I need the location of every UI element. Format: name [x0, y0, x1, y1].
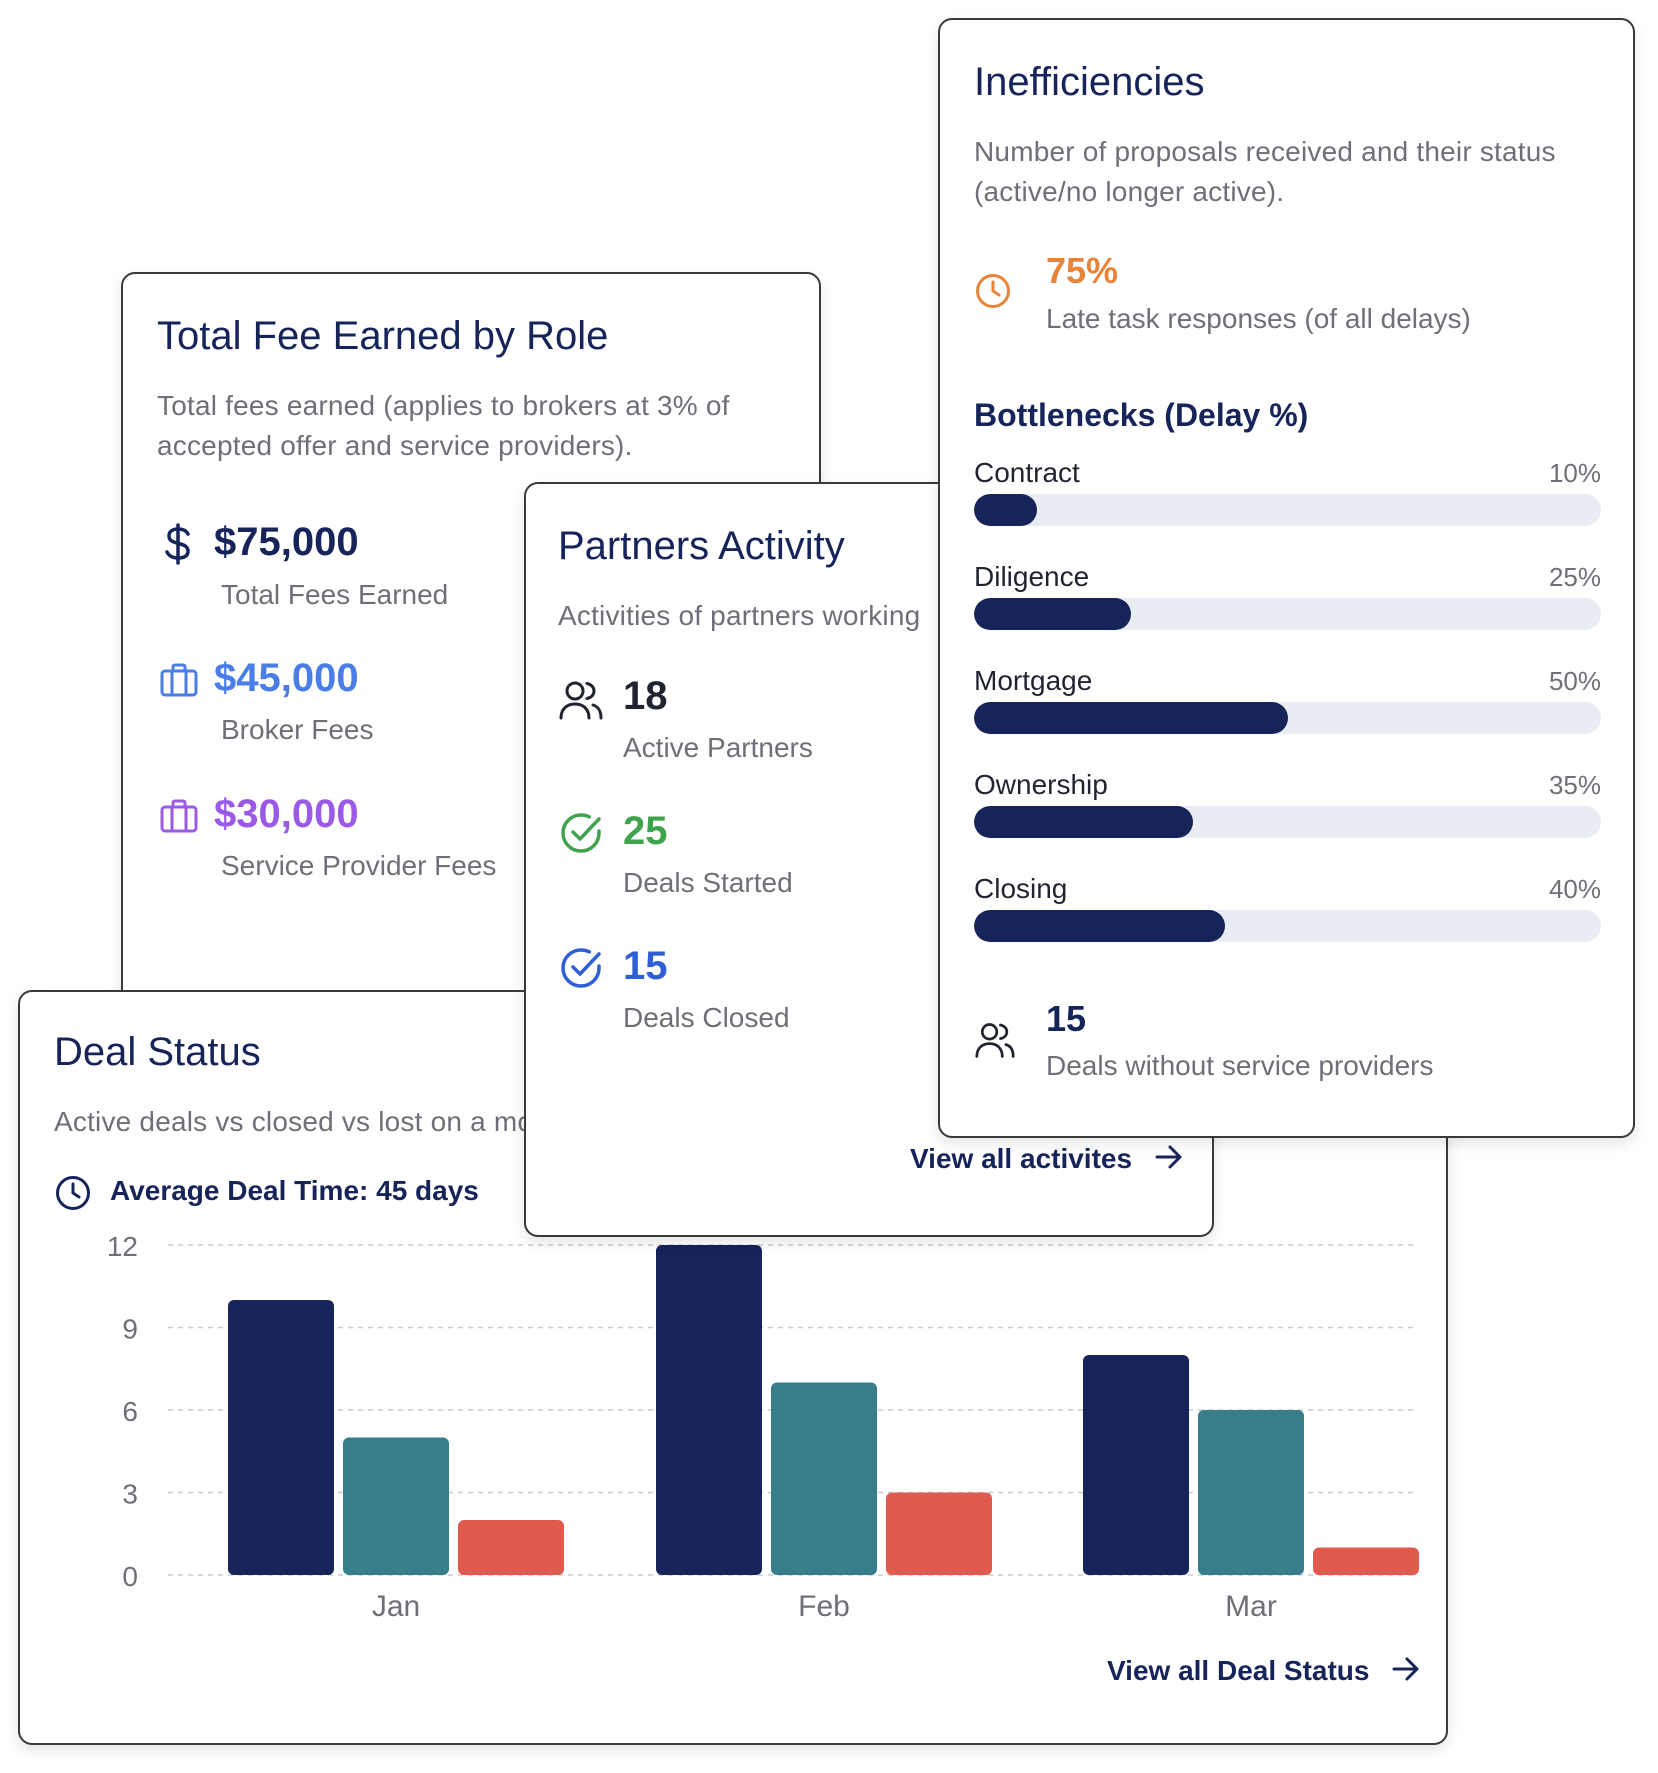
briefcase-icon: [159, 662, 199, 703]
late-responses-value: 75%: [1046, 250, 1119, 291]
bottleneck-bar-fill: [974, 806, 1194, 838]
bottleneck-label: Mortgage: [974, 665, 1093, 696]
bottleneck-label: Contract: [974, 457, 1080, 488]
bottleneck-bar-track: [974, 702, 1601, 734]
clock-icon: [54, 1174, 92, 1217]
bottleneck-value: 35%: [1548, 770, 1601, 800]
bottleneck-bar-fill: [974, 910, 1225, 942]
chart-bar: [886, 1492, 992, 1575]
chart-bar: [1198, 1410, 1304, 1575]
y-tick-label: 3: [122, 1479, 138, 1510]
deals-started-label: Deals Started: [623, 867, 793, 898]
chart-bar: [1313, 1547, 1419, 1575]
deals-without-providers-value: 15: [1046, 998, 1087, 1039]
broker-fees-label: Broker Fees: [221, 714, 374, 745]
chart-bar: [1083, 1355, 1189, 1575]
x-tick-label: Feb: [798, 1590, 850, 1623]
active-partners-label: Active Partners: [623, 732, 813, 763]
y-tick-label: 12: [107, 1231, 138, 1262]
chart-bar: [656, 1245, 762, 1575]
total-fees-value: $75,000: [214, 520, 359, 564]
bottlenecks-title: Bottlenecks (Delay %): [974, 397, 1309, 433]
card-subtitle: Active deals vs closed vs lost on a mo: [54, 1106, 534, 1137]
late-responses-label: Late task responses (of all delays): [1046, 303, 1471, 334]
service-provider-fees-label: Service Provider Fees: [221, 850, 497, 881]
deals-started-value: 25: [623, 809, 668, 853]
link-label: View all activites: [910, 1143, 1133, 1174]
bottleneck-bar-track: [974, 598, 1601, 630]
view-all-deal-status-link[interactable]: View all Deal Status: [1107, 1655, 1421, 1689]
x-tick-label: Jan: [372, 1590, 420, 1623]
bottleneck-value: 10%: [1548, 458, 1601, 488]
card-title: Deal Status: [54, 1030, 261, 1074]
service-provider-fees-value: $30,000: [214, 792, 359, 836]
link-label: View all Deal Status: [1107, 1655, 1370, 1686]
bottleneck-bar-fill: [974, 598, 1131, 630]
users-icon: [558, 678, 604, 727]
chart-bar: [228, 1300, 334, 1575]
bottleneck-value: 50%: [1548, 666, 1601, 696]
bottleneck-bar-fill: [974, 702, 1288, 734]
arrow-right-icon: [1391, 1656, 1421, 1689]
bottleneck-label: Diligence: [974, 561, 1090, 592]
chart-bar: [771, 1382, 877, 1575]
dollar-icon: [161, 522, 195, 571]
arrow-right-icon: [1154, 1144, 1184, 1177]
users-icon: [974, 1020, 1016, 1065]
card-subtitle: Activities of partners working: [558, 600, 921, 631]
total-fees-label: Total Fees Earned: [221, 579, 449, 610]
deals-closed-value: 15: [623, 944, 668, 988]
view-all-activities-link[interactable]: View all activites: [910, 1143, 1184, 1177]
bottleneck-bar-fill: [974, 494, 1037, 526]
y-tick-label: 0: [122, 1561, 138, 1592]
bottleneck-value: 25%: [1548, 562, 1601, 592]
card-subtitle: Total fees earned (applies to brokers at…: [157, 390, 730, 461]
deal-status-chart: 0 3 6 9 12 Jan Feb Mar: [107, 1231, 1419, 1623]
y-tick-label: 9: [122, 1314, 138, 1345]
bottleneck-bar-track: [974, 910, 1601, 942]
deals-closed-label: Deals Closed: [623, 1002, 790, 1033]
check-circle-icon: [558, 810, 604, 861]
bottleneck-bar-track: [974, 806, 1601, 838]
y-tick-label: 6: [122, 1396, 138, 1427]
clock-icon: [974, 272, 1012, 315]
bottleneck-label: Closing: [974, 873, 1068, 904]
bottleneck-label: Ownership: [974, 769, 1108, 800]
briefcase-icon: [159, 798, 199, 839]
inefficiencies-card: Inefficiencies Number of proposals recei…: [938, 18, 1635, 1138]
chart-bar: [458, 1520, 564, 1575]
average-deal-time: Average Deal Time: 45 days: [110, 1175, 479, 1206]
bottleneck-bar-track: [974, 494, 1601, 526]
broker-fees-value: $45,000: [214, 656, 359, 700]
card-title: Inefficiencies: [974, 60, 1205, 104]
card-title: Total Fee Earned by Role: [157, 314, 609, 358]
card-title: Partners Activity: [558, 524, 845, 568]
bottleneck-value: 40%: [1548, 874, 1601, 904]
x-tick-label: Mar: [1225, 1590, 1277, 1623]
deals-without-providers-label: Deals without service providers: [1046, 1050, 1434, 1081]
active-partners-value: 18: [623, 674, 668, 718]
chart-bar: [343, 1437, 449, 1575]
check-circle-icon: [558, 945, 604, 996]
card-subtitle: Number of proposals received and their s…: [974, 136, 1556, 207]
